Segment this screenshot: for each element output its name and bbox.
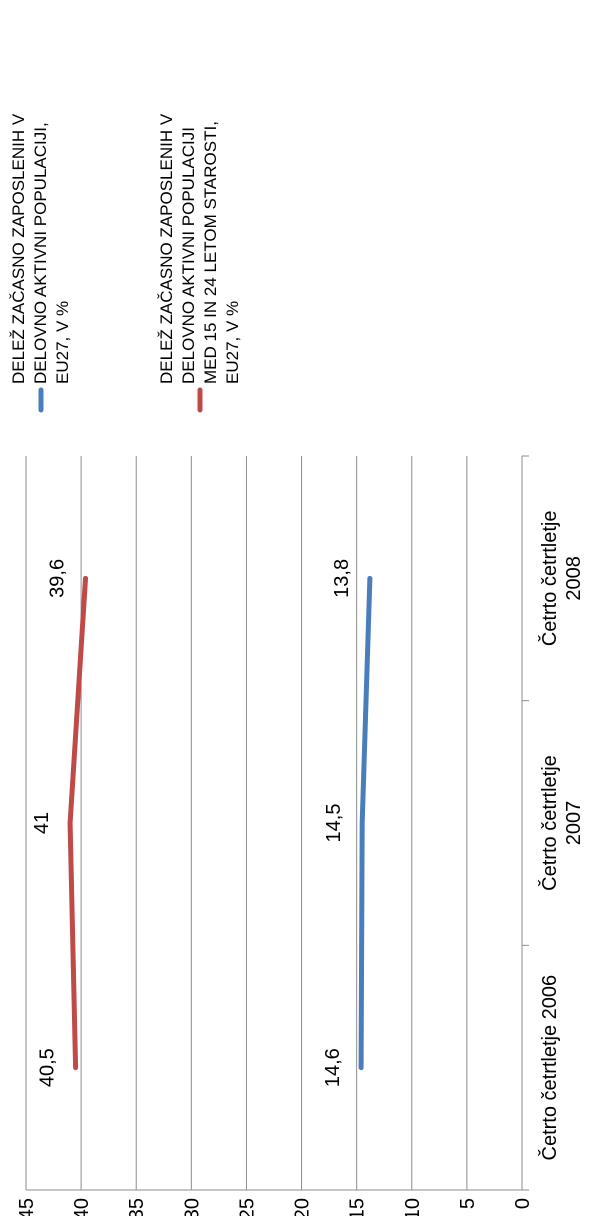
- y-tick-label: 0: [512, 1198, 534, 1209]
- series-line: [67, 575, 89, 1071]
- data-label: 41: [31, 812, 53, 834]
- category-label: Četrto četrtletje 2008: [538, 511, 585, 647]
- y-tick-label: 25: [236, 1198, 258, 1216]
- y-tick-label: 15: [347, 1198, 369, 1216]
- y-tick-label: 5: [457, 1198, 479, 1209]
- category-label: Četrto četrtletje 2006: [538, 975, 561, 1161]
- y-tick-label: 35: [126, 1198, 148, 1216]
- category-label: Četrto četrtletje 2007: [538, 755, 585, 891]
- data-label: 14,6: [322, 1048, 344, 1087]
- y-tick-label: 20: [292, 1198, 314, 1216]
- y-tick-label: 45: [16, 1198, 38, 1216]
- legend-label: DELEŽ ZAČASNO ZAPOSLENIH V DELOVNO AKTIVN…: [157, 113, 242, 384]
- legend-label: DELEŽ ZAČASNO ZAPOSLENIH V DELOVNO AKTIVN…: [9, 113, 72, 384]
- y-tick-label: 30: [181, 1198, 203, 1216]
- y-tick-label: 10: [402, 1198, 424, 1216]
- y-tick-label: 40: [71, 1198, 93, 1216]
- series-line: [358, 575, 373, 1071]
- data-label: 14,5: [323, 804, 345, 843]
- data-label: 13,8: [331, 559, 353, 598]
- data-label: 40,5: [37, 1048, 59, 1087]
- data-label: 39,6: [47, 559, 69, 598]
- chart-rotated-group: 0 5 10 15 20 25 30 35 40 45 Četrto četrtletje 2006…: [9, 113, 585, 1216]
